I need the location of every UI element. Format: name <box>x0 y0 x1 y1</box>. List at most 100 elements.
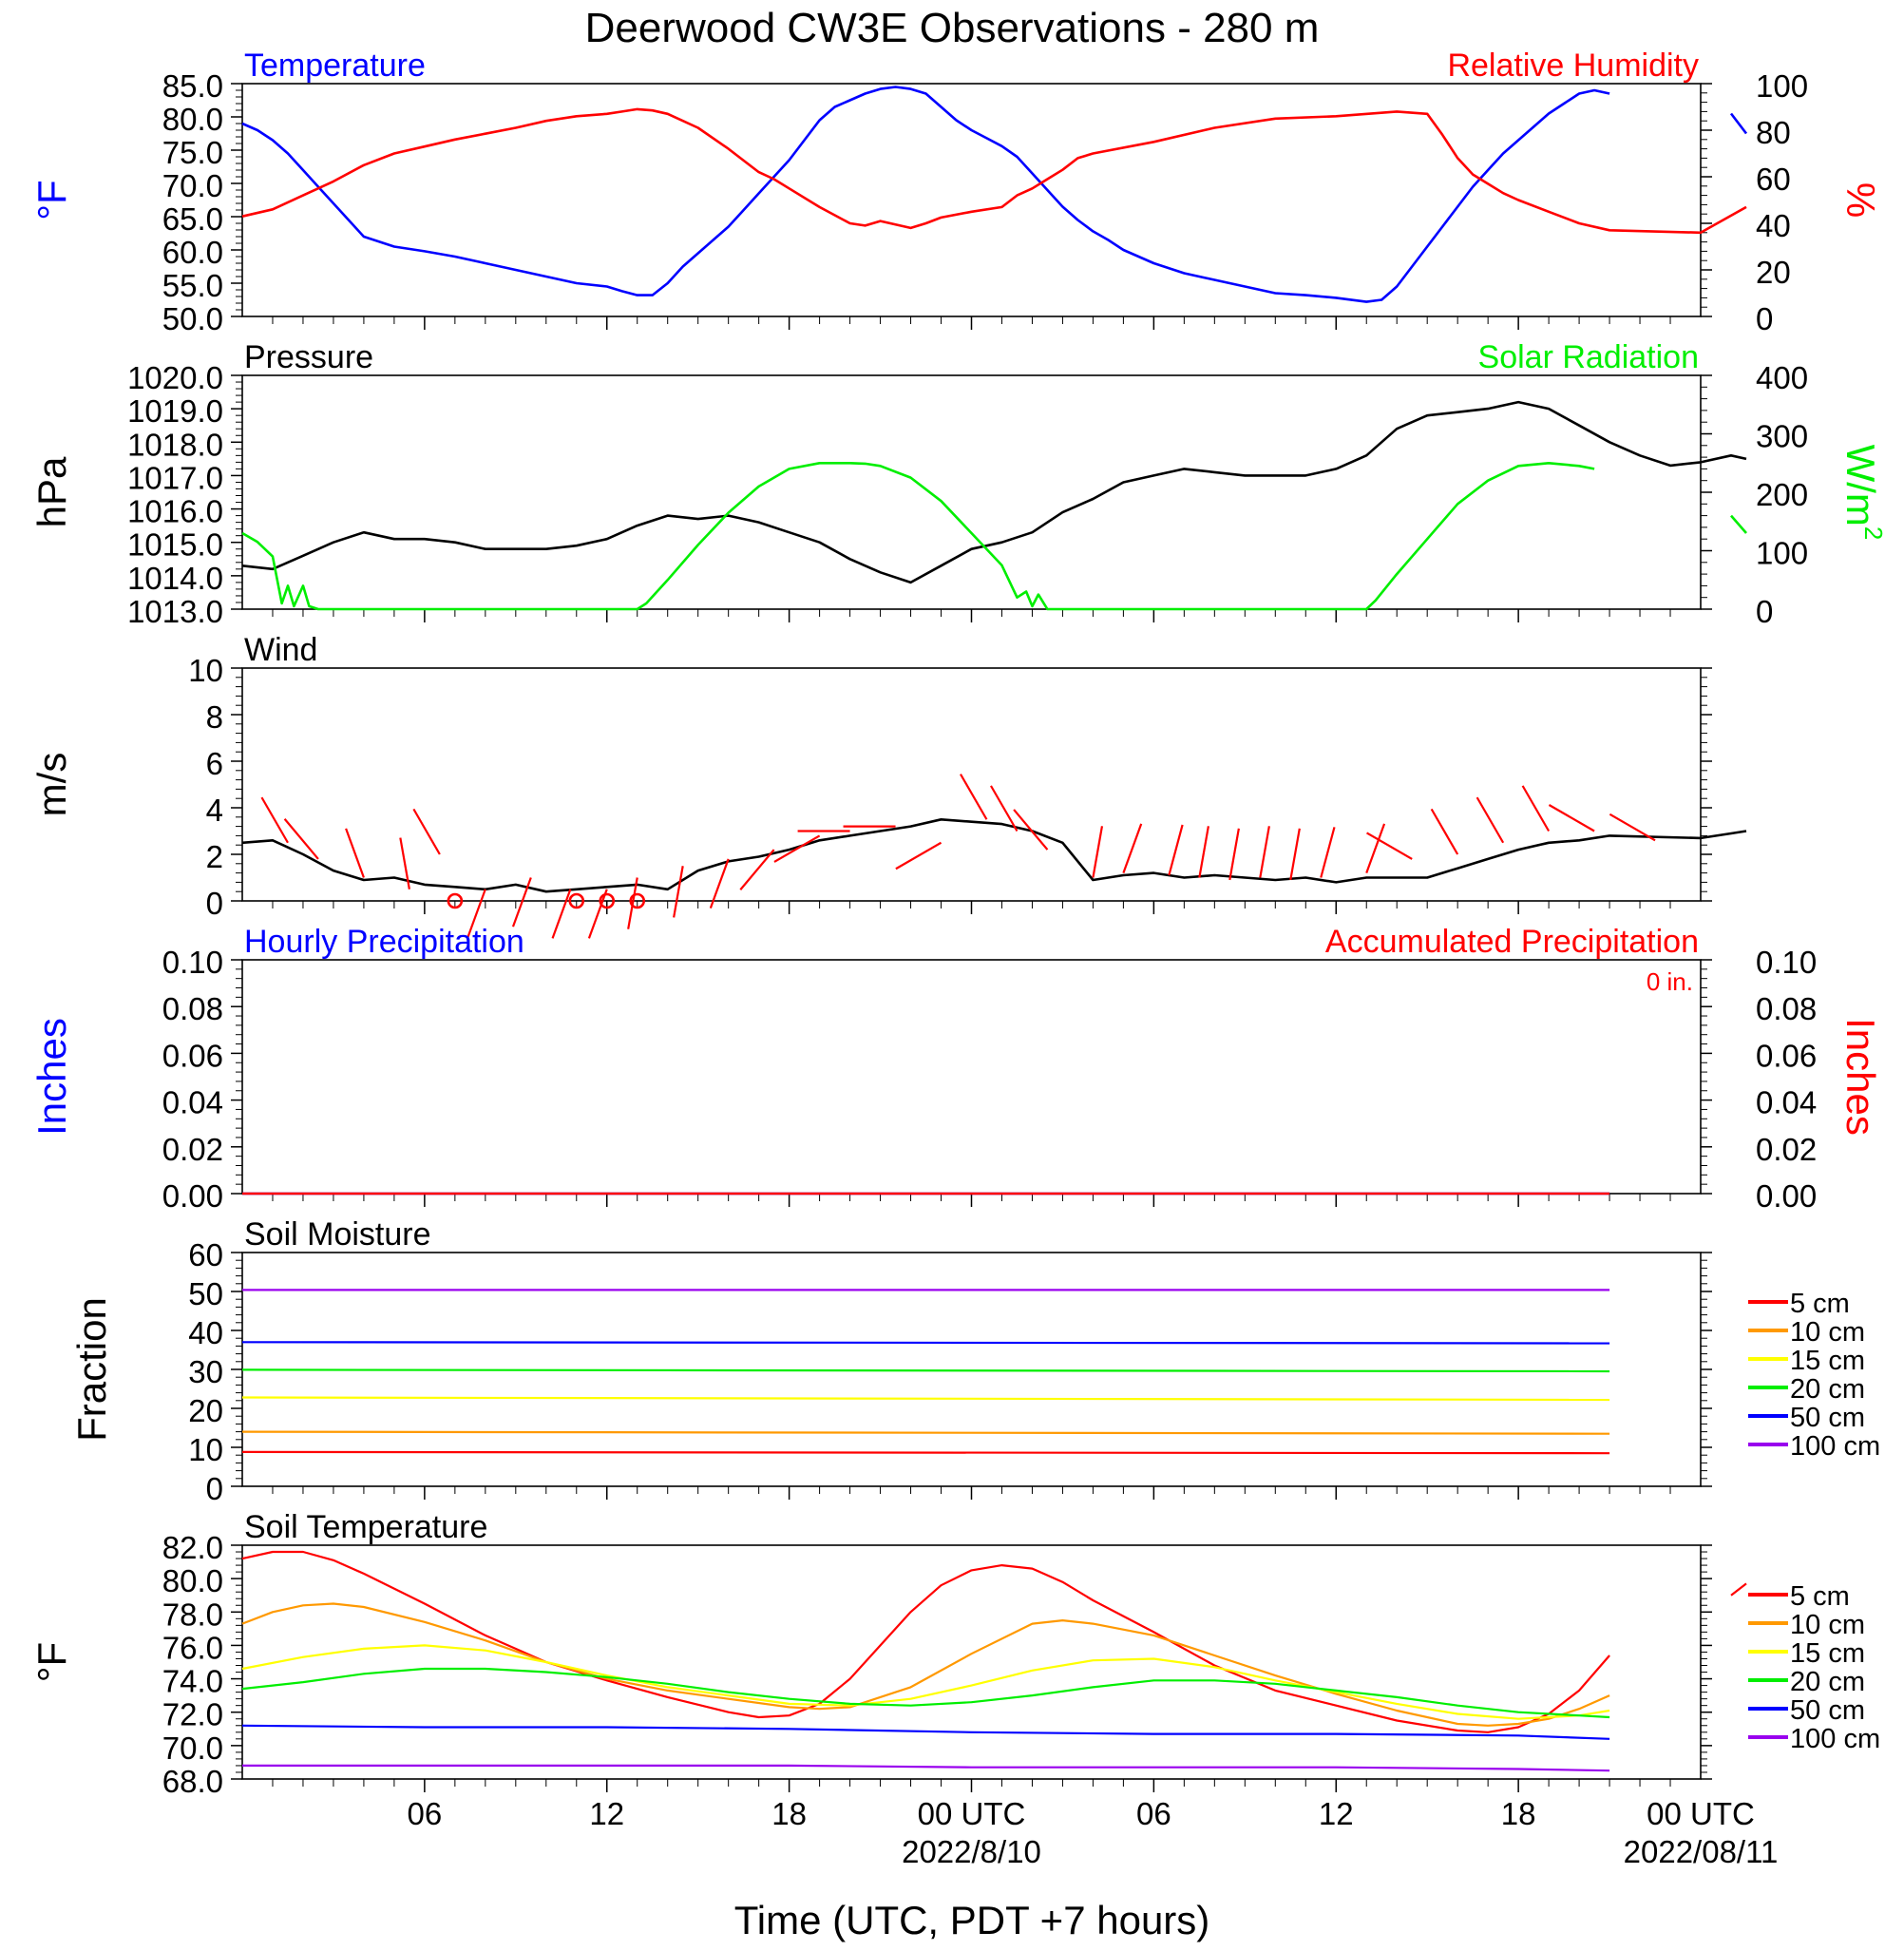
left-tick-label: 1016.0 <box>127 494 223 529</box>
left-tick-label: 1018.0 <box>127 427 223 462</box>
x-axis-label: Time (UTC, PDT +7 hours) <box>734 1898 1210 1942</box>
right-tick-label: 0.04 <box>1756 1085 1817 1120</box>
wind-barb <box>1013 809 1049 851</box>
right-tick-label: 20 <box>1756 255 1791 290</box>
wind-barb <box>1092 826 1104 878</box>
wind-barb <box>399 837 410 889</box>
right-tick-label: 60 <box>1756 162 1791 197</box>
panel-temp-rh: 85.080.075.070.065.060.055.050.0 100 80 60 4… <box>29 48 1883 336</box>
calm-wind-marker <box>568 892 585 909</box>
left-tick-label: 0.04 <box>162 1085 223 1120</box>
wind-barb <box>1548 804 1595 832</box>
left-tick-label: 80.0 <box>162 102 223 137</box>
panel-soil-temperature: 82.080.078.076.074.072.070.068.0 Soil Tem… <box>29 1509 1880 1799</box>
left-tick-label: 1015.0 <box>127 527 223 563</box>
panel-title-left: Soil Temperature <box>244 1509 487 1545</box>
left-tick-label: 1019.0 <box>127 393 223 429</box>
legend-label: 5 cm <box>1790 1581 1850 1612</box>
legend-label: 10 cm <box>1790 1317 1865 1348</box>
x-tick-label: 06 <box>1136 1796 1171 1831</box>
wind-barb <box>960 774 988 820</box>
left-tick-label: 0.10 <box>162 945 223 980</box>
wind-barb <box>990 785 1019 832</box>
wind-barb <box>895 841 942 870</box>
wind-barb <box>511 877 532 928</box>
right-tick-label: 0 <box>1756 301 1773 336</box>
right-axis-label: W/m2 <box>1838 445 1888 541</box>
left-tick-label: 10 <box>188 1432 223 1467</box>
left-axis-label: m/s <box>29 753 74 817</box>
x-tick-label: 00 UTC <box>918 1796 1026 1831</box>
right-axis-label: Inches <box>1838 1018 1883 1136</box>
calm-wind-marker <box>447 892 464 909</box>
left-tick-label: 60 <box>188 1237 223 1272</box>
left-tick-label: 60.0 <box>162 235 223 270</box>
figure-title: Deerwood CW3E Observations - 280 m <box>585 5 1320 51</box>
left-tick-label: 50 <box>188 1276 223 1311</box>
panel-title-right: Relative Humidity <box>1447 48 1699 84</box>
wind-barb <box>1521 785 1551 832</box>
x-tick-label: 18 <box>771 1796 807 1831</box>
left-tick-label: 0.00 <box>162 1178 223 1214</box>
right-tick-label: 0.00 <box>1756 1178 1817 1214</box>
left-tick-label: 20 <box>188 1393 223 1428</box>
x-tick-date-label: 2022/8/10 <box>902 1834 1041 1869</box>
left-tick-label: 70.0 <box>162 168 223 203</box>
calm-wind-marker <box>599 892 616 909</box>
panel-pressure-solar: 1020.01019.01018.01017.01016.01015.01014… <box>29 339 1888 629</box>
left-axis-label: Fraction <box>69 1297 114 1442</box>
panel-title-left: Soil Moisture <box>244 1216 431 1253</box>
panel-title-right: Accumulated Precipitation <box>1325 924 1699 960</box>
wind-barb <box>1198 826 1209 878</box>
wind-barb <box>673 866 684 918</box>
wind-barb <box>1430 808 1459 855</box>
wind-barb <box>1289 828 1301 881</box>
left-tick-label: 0 <box>206 1471 223 1506</box>
legend-label: 20 cm <box>1790 1374 1865 1405</box>
panel-precip: 0.10 0.08 0.06 0.04 0.02 0.00 0.10 0.08 0.06 0.04… <box>29 924 1883 1214</box>
precip-total-annotation: 0 in. <box>1647 967 1693 996</box>
left-tick-label: 4 <box>206 793 223 828</box>
series-line-pressure <box>241 400 1747 584</box>
left-tick-label: 40 <box>188 1315 223 1350</box>
calm-wind-marker <box>629 892 646 909</box>
left-tick-label: 1013.0 <box>127 594 223 629</box>
left-tick-label: 74.0 <box>162 1664 223 1699</box>
left-tick-label: 8 <box>206 699 223 735</box>
series-line-15-cm <box>241 1396 1610 1402</box>
left-tick-label: 82.0 <box>162 1530 223 1565</box>
series-line-temperature <box>241 86 1748 303</box>
legend-label: 15 cm <box>1790 1346 1865 1376</box>
x-tick-label: 12 <box>1319 1796 1354 1831</box>
panel-title-right: Solar Radiation <box>1478 339 1699 375</box>
wind-barb <box>412 808 441 855</box>
right-tick-label: 100 <box>1756 536 1808 571</box>
left-tick-label: 2 <box>206 839 223 874</box>
wind-barb <box>283 818 319 860</box>
right-tick-label: 200 <box>1756 477 1808 512</box>
left-tick-label: 68.0 <box>162 1764 223 1799</box>
left-tick-label: 0.08 <box>162 991 223 1026</box>
right-tick-label: 0 <box>1756 594 1773 629</box>
panel-title-left: Temperature <box>244 48 426 84</box>
wind-barb <box>739 849 775 890</box>
left-tick-label: 10 <box>188 653 223 688</box>
wind-barb <box>260 796 289 844</box>
left-tick-label: 1020.0 <box>127 360 223 395</box>
wind-barb <box>466 889 486 939</box>
series-line-relative-humidity <box>241 107 1747 235</box>
right-tick-label: 0.02 <box>1756 1132 1817 1167</box>
legend-label: 100 cm <box>1790 1431 1880 1462</box>
left-tick-label: 72.0 <box>162 1697 223 1732</box>
wind-barb <box>1366 832 1413 860</box>
wind-barb <box>1365 823 1386 873</box>
left-tick-label: 1014.0 <box>127 561 223 596</box>
legend-label: 100 cm <box>1790 1724 1880 1754</box>
right-tick-label: 300 <box>1756 419 1808 454</box>
series-line-5-cm <box>241 1450 1610 1455</box>
wind-barb <box>1228 828 1240 881</box>
legend-label: 20 cm <box>1790 1667 1865 1697</box>
right-tick-label: 100 <box>1756 68 1808 104</box>
